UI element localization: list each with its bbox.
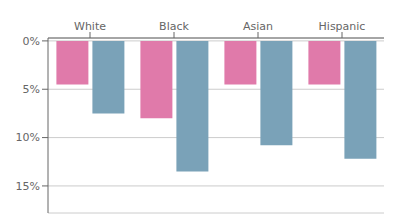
svg-text:0%: 0% (23, 35, 40, 48)
svg-text:15%: 15% (16, 180, 40, 193)
svg-text:Asian: Asian (243, 20, 273, 33)
svg-text:Black: Black (159, 20, 189, 33)
svg-text:Hispanic: Hispanic (319, 20, 366, 33)
svg-text:5%: 5% (23, 83, 40, 96)
svg-text:White: White (74, 20, 106, 33)
svg-text:10%: 10% (16, 131, 40, 144)
